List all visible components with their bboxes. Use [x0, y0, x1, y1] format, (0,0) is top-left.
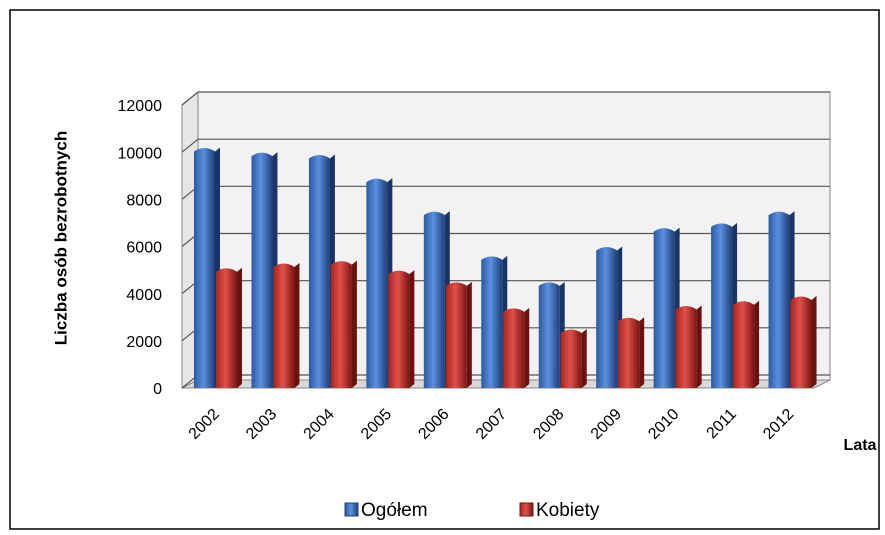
bar-side	[409, 270, 415, 388]
grid-line	[181, 138, 830, 153]
bar-side	[696, 305, 702, 388]
bar	[194, 147, 215, 388]
bar-side	[581, 329, 587, 388]
grid-line	[181, 91, 830, 106]
bar-side	[524, 307, 530, 388]
bar-side	[754, 300, 760, 388]
bar-side	[811, 296, 817, 388]
bar	[596, 247, 618, 388]
bar	[445, 282, 467, 388]
bar-side	[351, 260, 357, 388]
bar-side	[639, 317, 645, 388]
legend-label: Ogółem	[361, 500, 428, 521]
bar	[560, 329, 582, 388]
legend-swatch	[519, 502, 534, 517]
bar	[330, 261, 352, 388]
legend-label: Kobiety	[536, 500, 600, 521]
y-tick-label: 0	[153, 381, 162, 398]
bar	[273, 263, 295, 388]
bar	[790, 296, 812, 388]
bar-side	[294, 263, 300, 388]
y-tick-label: 4000	[126, 287, 162, 304]
bar	[675, 305, 697, 388]
y-tick-label: 12000	[118, 98, 163, 115]
bar	[216, 268, 237, 388]
x-axis-title: Lata	[844, 437, 877, 454]
bar	[733, 301, 755, 388]
bar	[711, 223, 733, 388]
bar	[653, 228, 675, 388]
y-tick-label: 6000	[126, 240, 162, 257]
bar	[388, 270, 410, 388]
bar	[423, 211, 445, 388]
bar	[503, 308, 525, 388]
bar-side	[466, 281, 472, 388]
bar	[768, 211, 790, 388]
bar	[618, 317, 640, 388]
y-tick-label: 8000	[126, 193, 162, 210]
bar	[481, 256, 503, 388]
bar	[538, 282, 560, 388]
y-tick-label: 2000	[126, 334, 162, 351]
y-tick-label: 10000	[118, 145, 163, 162]
legend-swatch	[344, 502, 359, 517]
bar	[366, 178, 388, 388]
bar	[308, 155, 330, 388]
bar-side	[237, 267, 242, 388]
bar	[251, 152, 273, 388]
y-axis-title: Liczba osób bezrobotnych	[51, 131, 70, 345]
